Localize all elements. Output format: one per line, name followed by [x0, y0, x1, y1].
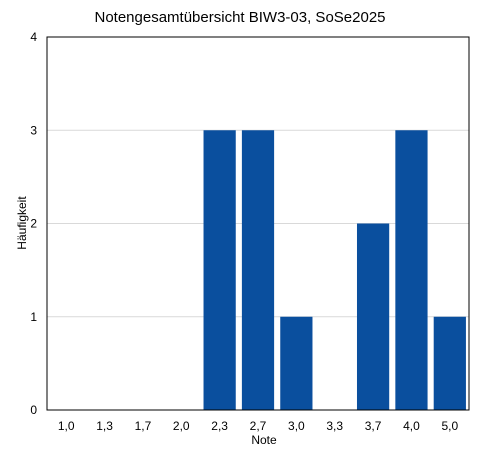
- x-tick-label: 1,0: [58, 419, 75, 433]
- y-tick-label: 1: [30, 310, 37, 324]
- y-tick-label: 4: [30, 30, 37, 44]
- x-tick-label: 5,0: [441, 419, 458, 433]
- x-tick-label: 1,7: [135, 419, 152, 433]
- x-tick-label: 3,3: [326, 419, 343, 433]
- bar-3-7: [356, 223, 390, 410]
- bar-2-3: [203, 130, 236, 410]
- bar-2-7: [241, 130, 275, 410]
- bars: [203, 130, 466, 410]
- x-tick-label: 2,3: [211, 419, 228, 433]
- bar-5-0: [433, 316, 466, 410]
- bar-3-0: [280, 316, 313, 410]
- x-tick-label: 2,0: [173, 419, 190, 433]
- y-tick-label: 3: [30, 123, 37, 137]
- x-tick-label: 3,7: [365, 419, 382, 433]
- y-tick-label: 2: [30, 217, 37, 231]
- y-tick-labels: 0 1 2 3 4: [30, 30, 37, 417]
- y-axis-label: Häufigkeit: [15, 196, 29, 250]
- chart-title: Notengesamtübersicht BIW3-03, SoSe2025: [95, 9, 386, 26]
- x-tick-label: 2,7: [250, 419, 267, 433]
- x-tick-label: 1,3: [96, 419, 113, 433]
- x-tick-label: 4,0: [403, 419, 420, 433]
- plot-frame: [46, 36, 470, 411]
- x-axis-label: Note: [251, 433, 277, 447]
- bar-4-0: [395, 130, 428, 410]
- x-tick-labels: 1,0 1,3 1,7 2,0 2,3 2,7 3,0 3,3 3,7 4,0 5,0: [58, 419, 459, 433]
- x-tick-label: 3,0: [288, 419, 305, 433]
- y-tick-label: 0: [30, 403, 37, 417]
